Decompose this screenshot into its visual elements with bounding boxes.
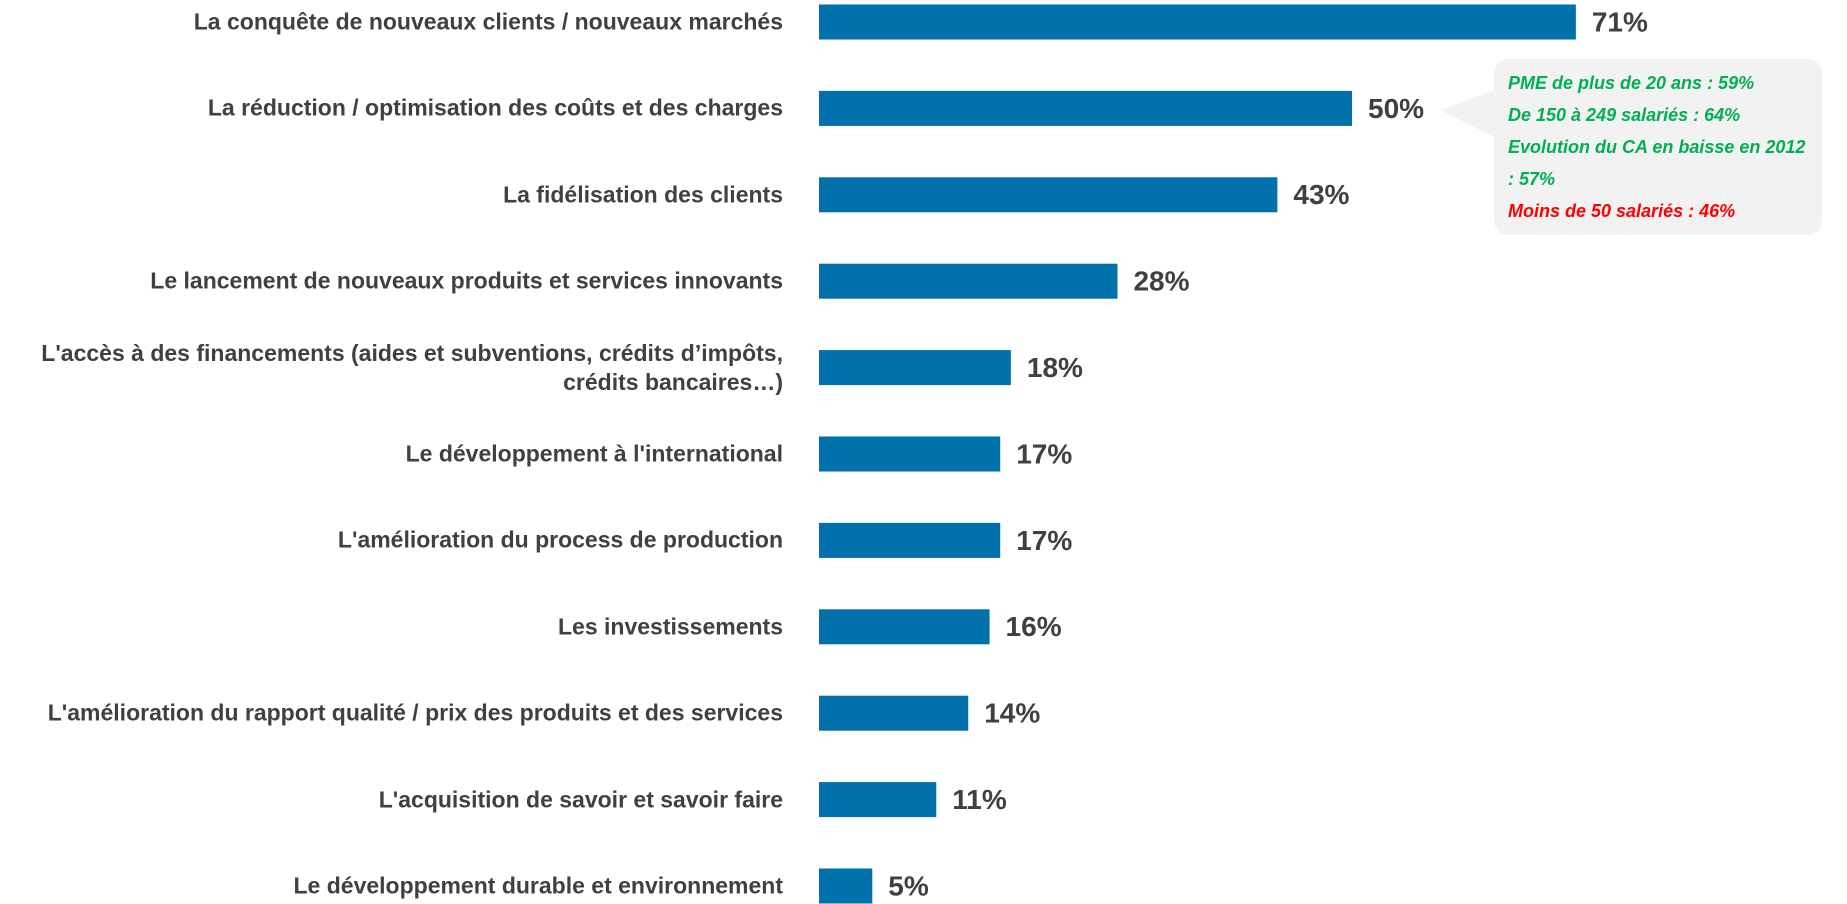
callout-pointer [1440,88,1500,140]
value-label: 18% [1027,352,1083,383]
annotation: Evolution du CA en baisse en 2012 : 57% [1508,137,1806,189]
value-label: 43% [1293,179,1349,210]
bar [819,263,1118,299]
value-label: 14% [984,698,1040,729]
callout: PME de plus de 20 ans : 59% De 150 à 249 … [1494,59,1822,235]
category-label: Le lancement de nouveaux produits et ser… [150,267,783,294]
bar [819,609,990,645]
bar [819,695,969,731]
category-label: Les investissements [557,613,783,640]
value-label: 5% [888,870,929,901]
bar [819,436,1001,472]
value-label: 71% [1592,6,1648,37]
bar [819,177,1278,213]
value-label: 11% [952,784,1007,815]
category-label: L'acquisition de savoir et savoir faire [378,786,783,813]
bar [819,90,1352,126]
annotation: De 150 à 249 salariés : 64% [1508,105,1741,125]
category-label: La réduction / optimisation des coûts et… [207,94,783,121]
value-label: 50% [1368,93,1424,124]
value-label: 17% [1016,525,1072,556]
bar [819,868,873,904]
annotation: PME de plus de 20 ans : 59% [1508,73,1755,93]
category-label: L'accès à des financements (aides et sub… [41,339,783,395]
annotation: Moins de 50 salariés : 46% [1508,201,1736,221]
value-label: 17% [1016,438,1072,469]
bar [819,782,937,818]
value-label: 16% [1006,611,1062,642]
category-label: La conquête de nouveaux clients / nouvea… [193,8,783,35]
bar [819,350,1011,386]
category-label: L'amélioration du process de production [337,526,783,553]
category-label: Le développement durable et environnemen… [293,872,784,899]
category-label: Le développement à l'international [405,440,783,467]
category-label: La fidélisation des clients [503,181,783,208]
category-label: L'amélioration du rapport qualité / prix… [47,699,783,726]
value-label: 28% [1133,266,1189,297]
bar [819,522,1001,558]
bar [819,4,1576,40]
